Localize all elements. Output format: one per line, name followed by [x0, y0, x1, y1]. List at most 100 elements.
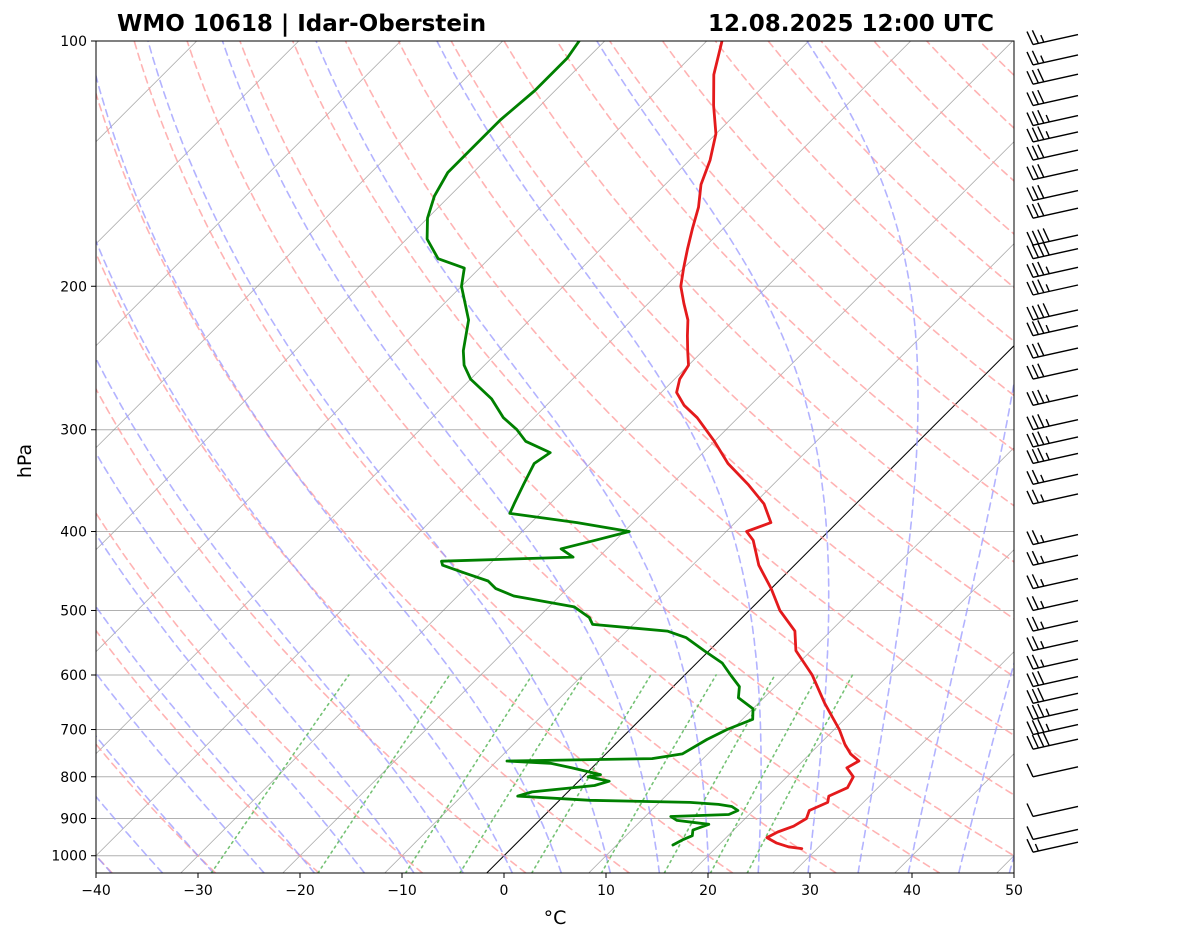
wind-barb: [1026, 670, 1079, 688]
wind-barb: [1026, 109, 1079, 127]
dry-adiabat: [397, 41, 1014, 678]
wind-barb: [1026, 826, 1079, 841]
wind-barb: [1026, 703, 1079, 720]
plot-frame: [95, 40, 1015, 874]
x-axis-ticks: −40 −30 −20 −10 0 10 20 30 40 50: [81, 873, 1023, 899]
isotherm-line: [96, 41, 198, 143]
moist-adiabat: [96, 734, 215, 873]
dry-adiabat: [344, 41, 1014, 737]
x-tick-label: 50: [1005, 883, 1023, 899]
wind-barb: [1026, 636, 1079, 652]
moist-adiabat: [957, 660, 1014, 873]
y-tick-label: 500: [60, 603, 87, 619]
x-tick-label: −30: [183, 883, 213, 899]
isotherm-line: [96, 41, 810, 755]
isotherm-line: [96, 41, 402, 347]
wind-barb: [1026, 616, 1079, 632]
wind-barb: [1026, 68, 1079, 85]
isotherm-line: [96, 41, 300, 245]
x-tick-label: 0: [500, 883, 509, 899]
wind-barb: [1026, 803, 1079, 818]
mixing-ratio-line: [404, 674, 533, 873]
y-tick-label: 600: [60, 668, 87, 684]
mixing-ratio-line: [746, 674, 854, 873]
dry-adiabat: [96, 251, 631, 873]
dry-adiabat: [96, 511, 424, 873]
wind-barb: [1026, 30, 1079, 46]
y-tick-label: 700: [60, 723, 87, 739]
wind-barb: [1026, 89, 1079, 107]
mixing-ratio-line: [210, 674, 350, 873]
dry-adiabat: [608, 41, 1014, 452]
dry-adiabat: [714, 41, 1014, 343]
wind-barb: [1026, 732, 1079, 750]
isotherm-line: [180, 41, 1014, 873]
wind-barb: [1026, 550, 1079, 566]
moist-adiabat: [96, 795, 164, 873]
isotherm-line: [96, 41, 912, 857]
dry-adiabat: [291, 41, 1014, 796]
mixing-ratio-line: [531, 674, 652, 873]
background-grid: [96, 4, 1181, 873]
isotherm-line: [384, 243, 1014, 873]
isotherm-line: [792, 651, 1014, 873]
dry-adiabat: [133, 41, 837, 873]
dry-adiabat: [555, 41, 1014, 507]
y-tick-label: 800: [60, 770, 87, 786]
wind-barb: [1026, 838, 1079, 853]
dry-adiabat: [239, 41, 1014, 857]
y-tick-label: 400: [60, 525, 87, 541]
y-tick-label: 100: [60, 34, 87, 50]
wind-barb: [1026, 718, 1079, 736]
moist-adiabat: [96, 356, 464, 873]
x-tick-label: 30: [801, 883, 819, 899]
wind-barbs: [1026, 30, 1079, 853]
isotherm-line: [96, 41, 708, 653]
x-tick-label: −40: [81, 883, 111, 899]
y-tick-label: 1000: [51, 849, 87, 865]
wind-barb: [1026, 126, 1079, 143]
moist-adiabat: [96, 73, 563, 873]
moist-adiabat: [96, 451, 415, 873]
dry-adiabat: [450, 41, 1014, 620]
y-tick-label: 900: [60, 811, 87, 827]
wind-barb: [1026, 241, 1079, 260]
isotherm-line: [1099, 4, 1181, 873]
wind-barb: [1026, 50, 1079, 66]
x-tick-label: 40: [903, 883, 921, 899]
y-axis-label: hPa: [14, 444, 36, 478]
y-tick-label: 200: [60, 279, 87, 295]
dry-adiabat: [819, 41, 1014, 236]
moist-adiabat: [96, 671, 265, 873]
wind-barb: [1026, 320, 1079, 337]
mixing-ratio-line: [600, 674, 717, 873]
wind-barb: [1026, 389, 1079, 406]
mixing-ratio-line: [459, 674, 585, 873]
dry-adiabat: [925, 41, 1014, 130]
isotherm-line: [282, 141, 1014, 873]
dewpoint-profile: [425, 41, 755, 847]
dry-adiabat: [96, 91, 734, 873]
wind-barb: [1026, 202, 1079, 219]
moist-adiabat: [907, 379, 1014, 873]
temperature-profile: [675, 41, 861, 850]
isotherm-line: [588, 447, 1014, 873]
wind-barb: [1026, 687, 1079, 704]
x-tick-label: −20: [285, 883, 315, 899]
mixing-ratio-line: [317, 674, 451, 873]
wind-barb: [1026, 489, 1079, 505]
wind-barb: [1026, 303, 1079, 321]
moist-adiabat: [806, 41, 919, 873]
x-tick-label: −10: [387, 883, 417, 899]
moist-adiabat: [96, 605, 316, 873]
wind-barb: [1026, 530, 1079, 546]
moist-adiabat: [436, 41, 762, 873]
dry-adiabat: [96, 387, 527, 873]
chart-title-datetime: 12.08.2025 12:00 UTC: [708, 11, 994, 37]
sounding-profiles: [425, 41, 861, 850]
dry-adiabat: [1014, 23, 1181, 873]
moist-adiabat: [96, 532, 366, 873]
wind-barb: [1026, 144, 1079, 161]
wind-barb: [1026, 654, 1079, 670]
